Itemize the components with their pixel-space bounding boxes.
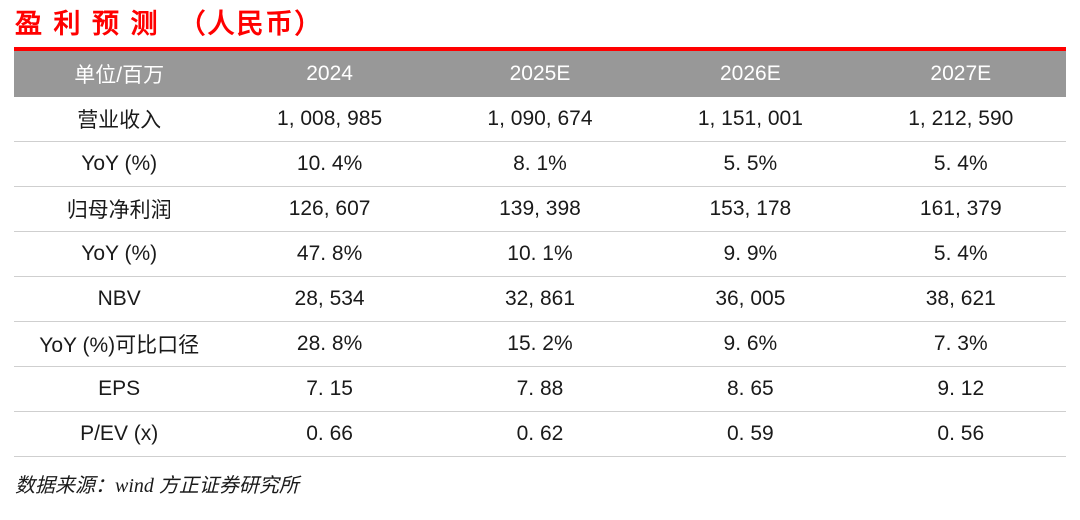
cell-value: 126, 607 [224, 186, 435, 232]
cell-value: 28, 534 [224, 276, 435, 322]
cell-value: 5. 5% [645, 141, 856, 187]
row-label: EPS [14, 366, 225, 412]
table-row-eps: EPS 7. 15 7. 88 8. 65 9. 12 [14, 366, 1066, 412]
row-label: 归母净利润 [14, 186, 225, 232]
cell-value: 0. 66 [224, 411, 435, 457]
cell-value: 1, 212, 590 [855, 97, 1066, 142]
cell-value: 9. 6% [645, 321, 856, 367]
table-row-p-ev: P/EV (x) 0. 66 0. 62 0. 59 0. 56 [14, 411, 1066, 457]
table-header: 单位/百万 2024 2025E 2026E 2027E [14, 47, 1066, 97]
column-header-2026e: 2026E [645, 47, 856, 97]
row-label: YoY (%)可比口径 [14, 321, 225, 367]
row-label: NBV [14, 276, 225, 322]
cell-value: 1, 090, 674 [434, 97, 646, 142]
data-source-note: 数据来源：wind 方正证券研究所 [15, 475, 299, 497]
cell-value: 0. 62 [434, 411, 646, 457]
cell-value: 161, 379 [855, 186, 1066, 232]
table-row-net-profit: 归母净利润 126, 607 139, 398 153, 178 161, 37… [14, 186, 1066, 232]
row-label: P/EV (x) [14, 411, 225, 457]
cell-value: 0. 59 [645, 411, 856, 457]
row-label: YoY (%) [14, 141, 225, 187]
cell-value: 8. 65 [645, 366, 856, 412]
cell-value: 5. 4% [855, 141, 1066, 187]
table-row-revenue-yoy: YoY (%) 10. 4% 8. 1% 5. 5% 5. 4% [14, 141, 1066, 187]
column-header-unit: 单位/百万 [14, 47, 225, 97]
cell-value: 9. 9% [645, 231, 856, 277]
column-header-2025e: 2025E [434, 47, 646, 97]
table-row-revenue: 营业收入 1, 008, 985 1, 090, 674 1, 151, 001… [14, 97, 1066, 142]
table-row-net-profit-yoy: YoY (%) 47. 8% 10. 1% 9. 9% 5. 4% [14, 231, 1066, 277]
column-header-2027e: 2027E [855, 47, 1066, 97]
table-body: 营业收入 1, 008, 985 1, 090, 674 1, 151, 001… [14, 97, 1066, 457]
cell-value: 28. 8% [224, 321, 435, 367]
cell-value: 153, 178 [645, 186, 856, 232]
cell-value: 36, 005 [645, 276, 856, 322]
header-row: 单位/百万 2024 2025E 2026E 2027E [14, 47, 1066, 97]
cell-value: 10. 1% [434, 231, 646, 277]
row-label: 营业收入 [14, 97, 225, 142]
column-header-2024: 2024 [224, 47, 435, 97]
cell-value: 10. 4% [224, 141, 435, 187]
profit-forecast-table: 单位/百万 2024 2025E 2026E 2027E 营业收入 1, 008… [14, 47, 1066, 457]
cell-value: 32, 861 [434, 276, 646, 322]
cell-value: 1, 008, 985 [224, 97, 435, 142]
cell-value: 7. 88 [434, 366, 646, 412]
cell-value: 7. 15 [224, 366, 435, 412]
cell-value: 38, 621 [855, 276, 1066, 322]
cell-value: 15. 2% [434, 321, 646, 367]
cell-value: 139, 398 [434, 186, 646, 232]
cell-value: 47. 8% [224, 231, 435, 277]
cell-value: 9. 12 [855, 366, 1066, 412]
cell-value: 1, 151, 001 [645, 97, 856, 142]
table-row-nbv: NBV 28, 534 32, 861 36, 005 38, 621 [14, 276, 1066, 322]
cell-value: 7. 3% [855, 321, 1066, 367]
cell-value: 0. 56 [855, 411, 1066, 457]
cell-value: 8. 1% [434, 141, 646, 187]
cell-value: 5. 4% [855, 231, 1066, 277]
table-row-nbv-yoy-comparable: YoY (%)可比口径 28. 8% 15. 2% 9. 6% 7. 3% [14, 321, 1066, 367]
table-title: 盈 利 预 测 （人民币） [15, 9, 324, 39]
row-label: YoY (%) [14, 231, 225, 277]
